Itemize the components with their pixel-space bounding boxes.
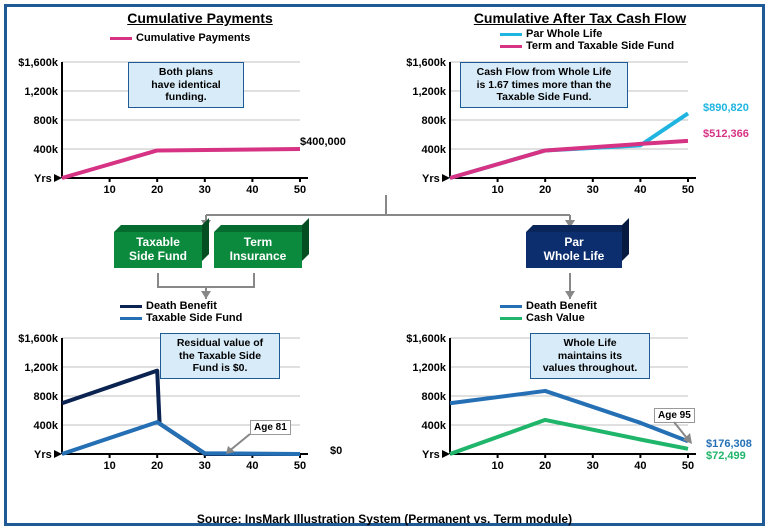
svg-text:Yrs: Yrs xyxy=(422,173,440,185)
legend-tr: Par Whole Life Term and Taxable Side Fun… xyxy=(500,28,674,52)
val-tr-0: $890,820 xyxy=(703,102,749,114)
svg-text:$1,600k: $1,600k xyxy=(406,57,447,69)
svg-text:20: 20 xyxy=(539,460,551,472)
svg-text:1,200k: 1,200k xyxy=(412,362,447,374)
source-text: Source: InsMark Illustration System (Per… xyxy=(0,512,769,526)
chart-tr-title: Cumulative After Tax Cash Flow xyxy=(420,10,740,26)
val-tl-end: $400,000 xyxy=(300,136,346,148)
svg-text:10: 10 xyxy=(491,460,503,472)
legend-tr-0: Par Whole Life xyxy=(526,28,602,40)
age-arrow-br xyxy=(672,420,702,450)
svg-text:400k: 400k xyxy=(422,144,447,156)
legend-tl: Cumulative Payments xyxy=(110,32,250,44)
svg-text:10: 10 xyxy=(103,460,115,472)
svg-text:800k: 800k xyxy=(422,391,447,403)
svg-text:$1,600k: $1,600k xyxy=(18,57,59,69)
svg-text:Yrs: Yrs xyxy=(422,449,440,461)
callout-br: Whole Lifemaintains itsvalues throughout… xyxy=(530,333,650,379)
svg-text:400k: 400k xyxy=(34,420,59,432)
svg-text:800k: 800k xyxy=(34,391,59,403)
callout-tr: Cash Flow from Whole Lifeis 1.67 times m… xyxy=(460,62,628,108)
svg-text:800k: 800k xyxy=(34,115,59,127)
callout-tl: Both planshave identicalfunding. xyxy=(128,62,244,108)
svg-text:1,200k: 1,200k xyxy=(412,86,447,98)
svg-text:Yrs: Yrs xyxy=(34,449,52,461)
svg-text:30: 30 xyxy=(199,460,211,472)
svg-text:400k: 400k xyxy=(422,420,447,432)
val-tr-1: $512,366 xyxy=(703,128,749,140)
val-bl-end: $0 xyxy=(330,445,342,457)
val-br-1: $72,499 xyxy=(706,450,746,462)
svg-text:20: 20 xyxy=(151,460,163,472)
svg-text:50: 50 xyxy=(682,460,694,472)
legend-tr-1: Term and Taxable Side Fund xyxy=(526,40,674,52)
svg-text:400k: 400k xyxy=(34,144,59,156)
svg-text:1,200k: 1,200k xyxy=(24,86,59,98)
callout-bl: Residual value ofthe Taxable SideFund is… xyxy=(160,333,280,379)
svg-text:30: 30 xyxy=(587,460,599,472)
chart-tl-title: Cumulative Payments xyxy=(60,10,340,26)
legend-tl-0: Cumulative Payments xyxy=(136,32,250,44)
svg-text:1,200k: 1,200k xyxy=(24,362,59,374)
svg-text:40: 40 xyxy=(634,460,646,472)
val-br-0: $176,308 xyxy=(706,438,752,450)
svg-text:800k: 800k xyxy=(422,115,447,127)
svg-text:50: 50 xyxy=(294,460,306,472)
svg-text:Yrs: Yrs xyxy=(34,173,52,185)
age-arrow-bl xyxy=(220,432,260,462)
